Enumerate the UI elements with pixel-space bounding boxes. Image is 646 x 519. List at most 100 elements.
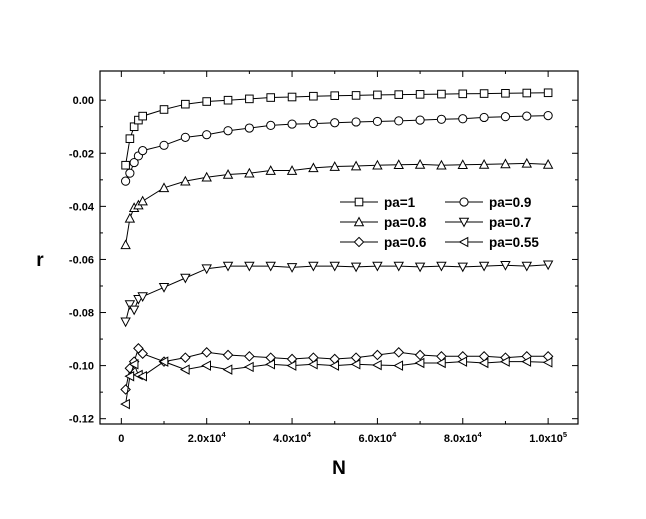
x-tick-label: 0 (118, 433, 124, 445)
legend-label: pa=0.55 (489, 235, 539, 250)
data-point (436, 261, 447, 272)
data-point (124, 212, 136, 223)
data-point (307, 359, 318, 370)
data-point (128, 305, 140, 316)
legend-item: pa=1 (340, 195, 416, 210)
data-point (308, 162, 319, 173)
data-point (394, 116, 404, 126)
data-point (330, 118, 340, 128)
data-point (180, 175, 191, 186)
data-point (201, 264, 212, 275)
data-point (286, 263, 298, 273)
series-triangle-down (120, 260, 554, 328)
data-point (129, 157, 139, 168)
data-point (201, 360, 211, 371)
data-point (543, 110, 553, 121)
data-point (457, 159, 469, 169)
x-tick-exponent: 4 (392, 430, 397, 439)
data-point (201, 171, 212, 182)
data-point (393, 360, 404, 371)
legend-marker (458, 236, 469, 248)
data-point (393, 261, 404, 272)
data-point (266, 120, 276, 131)
data-point (436, 114, 447, 124)
data-point (437, 89, 446, 99)
legend-label: pa=1 (384, 195, 416, 210)
data-point (414, 357, 425, 369)
data-point (372, 261, 383, 272)
y-tick-label: -0.10 (69, 361, 94, 373)
data-point (521, 157, 533, 168)
legend-marker (353, 236, 365, 248)
data-point (414, 158, 426, 169)
data-point (393, 159, 404, 169)
data-point (128, 359, 139, 370)
data-point (522, 88, 532, 98)
data-point (478, 158, 490, 169)
data-point (373, 90, 382, 100)
data-point (124, 370, 135, 382)
legend-label: pa=0.6 (384, 235, 427, 250)
data-point (479, 112, 489, 123)
series-line (125, 264, 549, 322)
data-point (158, 356, 169, 367)
data-point (265, 261, 276, 272)
data-point (159, 140, 169, 150)
legend-label: pa=0.9 (489, 195, 531, 210)
data-point (120, 384, 131, 395)
x-tick-label: 2.0x104 (188, 430, 227, 445)
y-tick-label: -0.06 (69, 254, 94, 266)
x-tick-label: 8.0x104 (444, 430, 483, 445)
x-axis-title: N (332, 458, 346, 479)
legend-label: pa=0.7 (489, 215, 531, 230)
data-point (125, 134, 135, 143)
data-point (458, 89, 468, 99)
data-point (181, 99, 190, 109)
x-tick-label: 6.0x104 (358, 430, 397, 445)
data-point (350, 262, 362, 273)
y-tick-label: -0.12 (69, 414, 94, 426)
data-point (137, 370, 147, 382)
data-point (478, 261, 490, 272)
data-point (120, 398, 130, 410)
legend-item: pa=0.7 (445, 215, 531, 230)
x-tick-exponent: 5 (563, 430, 567, 439)
data-point (521, 261, 533, 272)
data-point (372, 159, 383, 170)
data-point (393, 347, 405, 358)
data-point (138, 146, 148, 156)
series-circle (121, 110, 553, 186)
data-point (309, 91, 318, 101)
data-point (138, 111, 147, 121)
x-tick-exponent: 4 (221, 430, 226, 439)
plot-series (120, 88, 554, 410)
data-point (500, 260, 511, 271)
data-point (244, 123, 254, 133)
data-point (521, 356, 532, 367)
x-tick-label: 4.0x104 (273, 430, 312, 445)
data-point (500, 158, 511, 169)
data-point (124, 300, 136, 311)
data-point (244, 167, 255, 178)
data-point (286, 165, 298, 175)
legend-item: pa=0.8 (340, 215, 427, 230)
data-point (329, 261, 340, 272)
data-point (522, 111, 532, 121)
data-point (330, 91, 340, 100)
data-point (120, 317, 131, 328)
legend-label: pa=0.8 (384, 215, 427, 230)
data-point (329, 161, 340, 171)
data-point (222, 169, 234, 179)
legend-marker (353, 216, 365, 227)
x-tick-exponent: 4 (478, 430, 483, 439)
data-point (394, 90, 404, 99)
data-point (329, 360, 340, 371)
data-point (121, 176, 131, 186)
data-point (436, 159, 447, 170)
data-point (223, 95, 233, 105)
data-point (158, 182, 170, 193)
legend-item: pa=0.6 (340, 235, 427, 250)
data-point (478, 357, 489, 369)
data-point (542, 357, 553, 368)
